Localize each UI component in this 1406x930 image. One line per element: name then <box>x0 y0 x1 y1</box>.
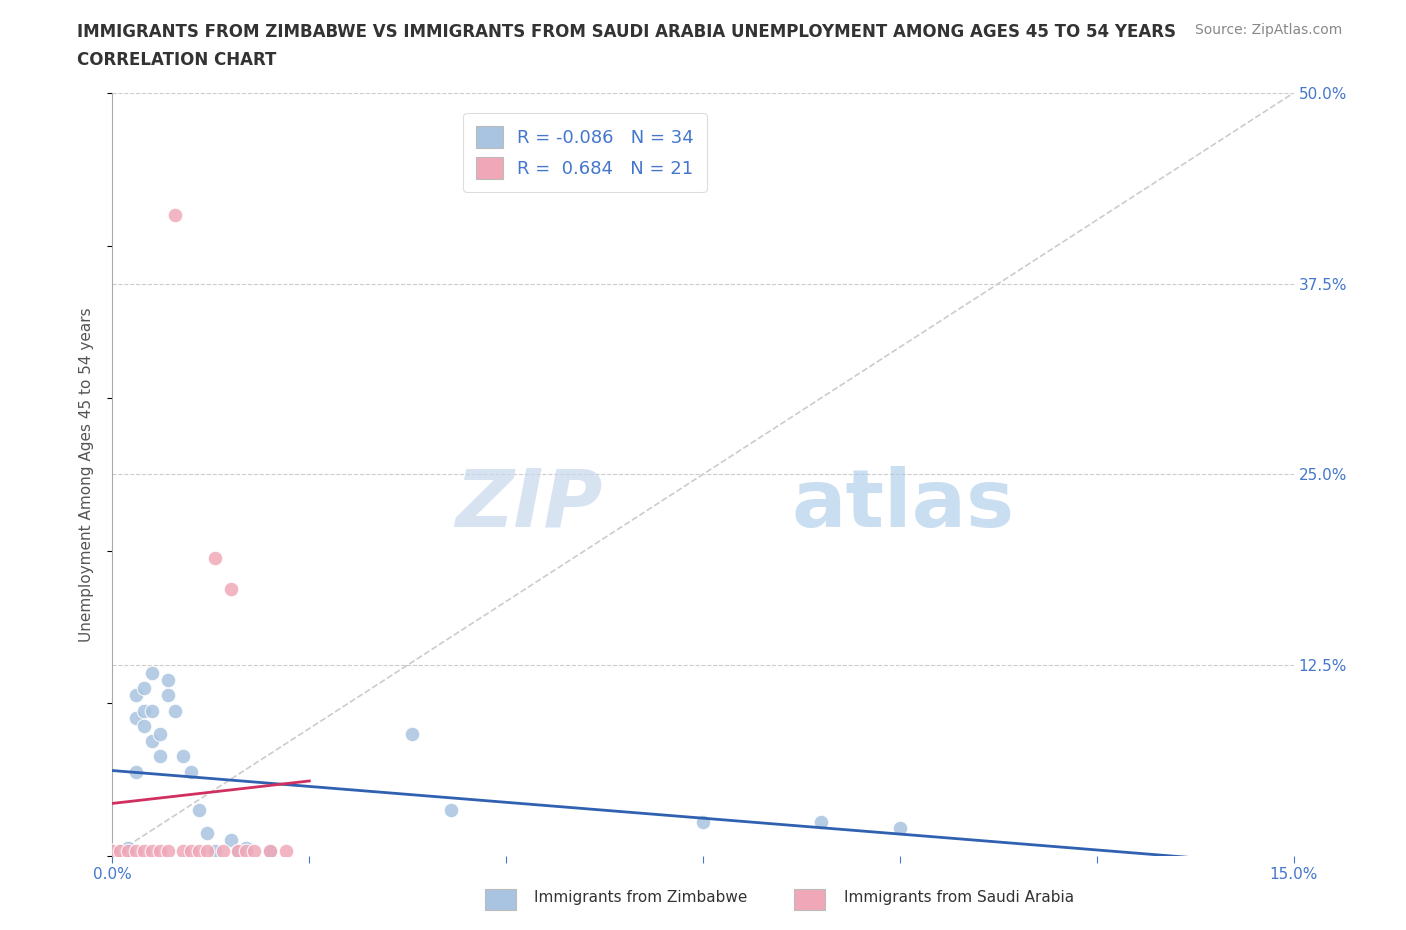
Point <box>195 844 218 858</box>
Text: ZIP: ZIP <box>456 466 603 544</box>
Text: Immigrants from Zimbabwe: Immigrants from Zimbabwe <box>534 890 748 905</box>
Text: Immigrants from Saudi Arabia: Immigrants from Saudi Arabia <box>844 890 1074 905</box>
Point <box>188 803 211 817</box>
Point <box>132 844 155 858</box>
Point <box>110 844 132 858</box>
Point <box>228 844 250 858</box>
Point <box>440 803 463 817</box>
Point <box>110 845 132 860</box>
Point <box>117 844 139 858</box>
Point <box>172 749 194 764</box>
Point <box>101 844 124 858</box>
Point <box>117 841 139 856</box>
Point <box>172 844 194 858</box>
Point <box>259 844 281 858</box>
Point <box>125 688 148 703</box>
Point <box>401 726 423 741</box>
Point <box>117 846 139 861</box>
Point <box>101 844 124 858</box>
Point <box>180 844 202 858</box>
Point <box>141 844 163 858</box>
Point <box>889 820 911 835</box>
Point <box>810 815 832 830</box>
Point <box>156 672 179 687</box>
Point <box>204 844 226 858</box>
Point <box>165 703 187 718</box>
Legend: R = -0.086   N = 34, R =  0.684   N = 21: R = -0.086 N = 34, R = 0.684 N = 21 <box>463 113 707 192</box>
Point <box>259 844 281 858</box>
Point <box>243 844 266 858</box>
Text: IMMIGRANTS FROM ZIMBABWE VS IMMIGRANTS FROM SAUDI ARABIA UNEMPLOYMENT AMONG AGES: IMMIGRANTS FROM ZIMBABWE VS IMMIGRANTS F… <box>77 23 1177 41</box>
Point <box>149 749 172 764</box>
Point <box>235 844 257 858</box>
Point <box>132 681 155 696</box>
Text: Source: ZipAtlas.com: Source: ZipAtlas.com <box>1195 23 1343 37</box>
Point <box>235 841 257 856</box>
Point <box>141 703 163 718</box>
Point <box>110 844 132 858</box>
Point <box>117 844 139 858</box>
Point <box>180 764 202 779</box>
Point <box>219 833 242 848</box>
Point <box>195 825 218 840</box>
Point <box>228 844 250 858</box>
Point <box>219 581 242 596</box>
Text: atlas: atlas <box>792 466 1015 544</box>
Point <box>692 815 714 830</box>
Point <box>156 844 179 858</box>
Point <box>132 719 155 734</box>
Point <box>125 711 148 725</box>
Point <box>141 734 163 749</box>
Point <box>132 703 155 718</box>
Point <box>204 551 226 565</box>
Y-axis label: Unemployment Among Ages 45 to 54 years: Unemployment Among Ages 45 to 54 years <box>79 307 94 642</box>
Text: CORRELATION CHART: CORRELATION CHART <box>77 51 277 69</box>
Point <box>211 844 233 858</box>
Point <box>149 726 172 741</box>
Point <box>141 665 163 680</box>
Point <box>188 844 211 858</box>
Point <box>165 207 187 222</box>
Point <box>125 844 148 858</box>
Point <box>274 844 297 858</box>
Point <box>156 688 179 703</box>
Point <box>149 844 172 858</box>
Point <box>125 764 148 779</box>
